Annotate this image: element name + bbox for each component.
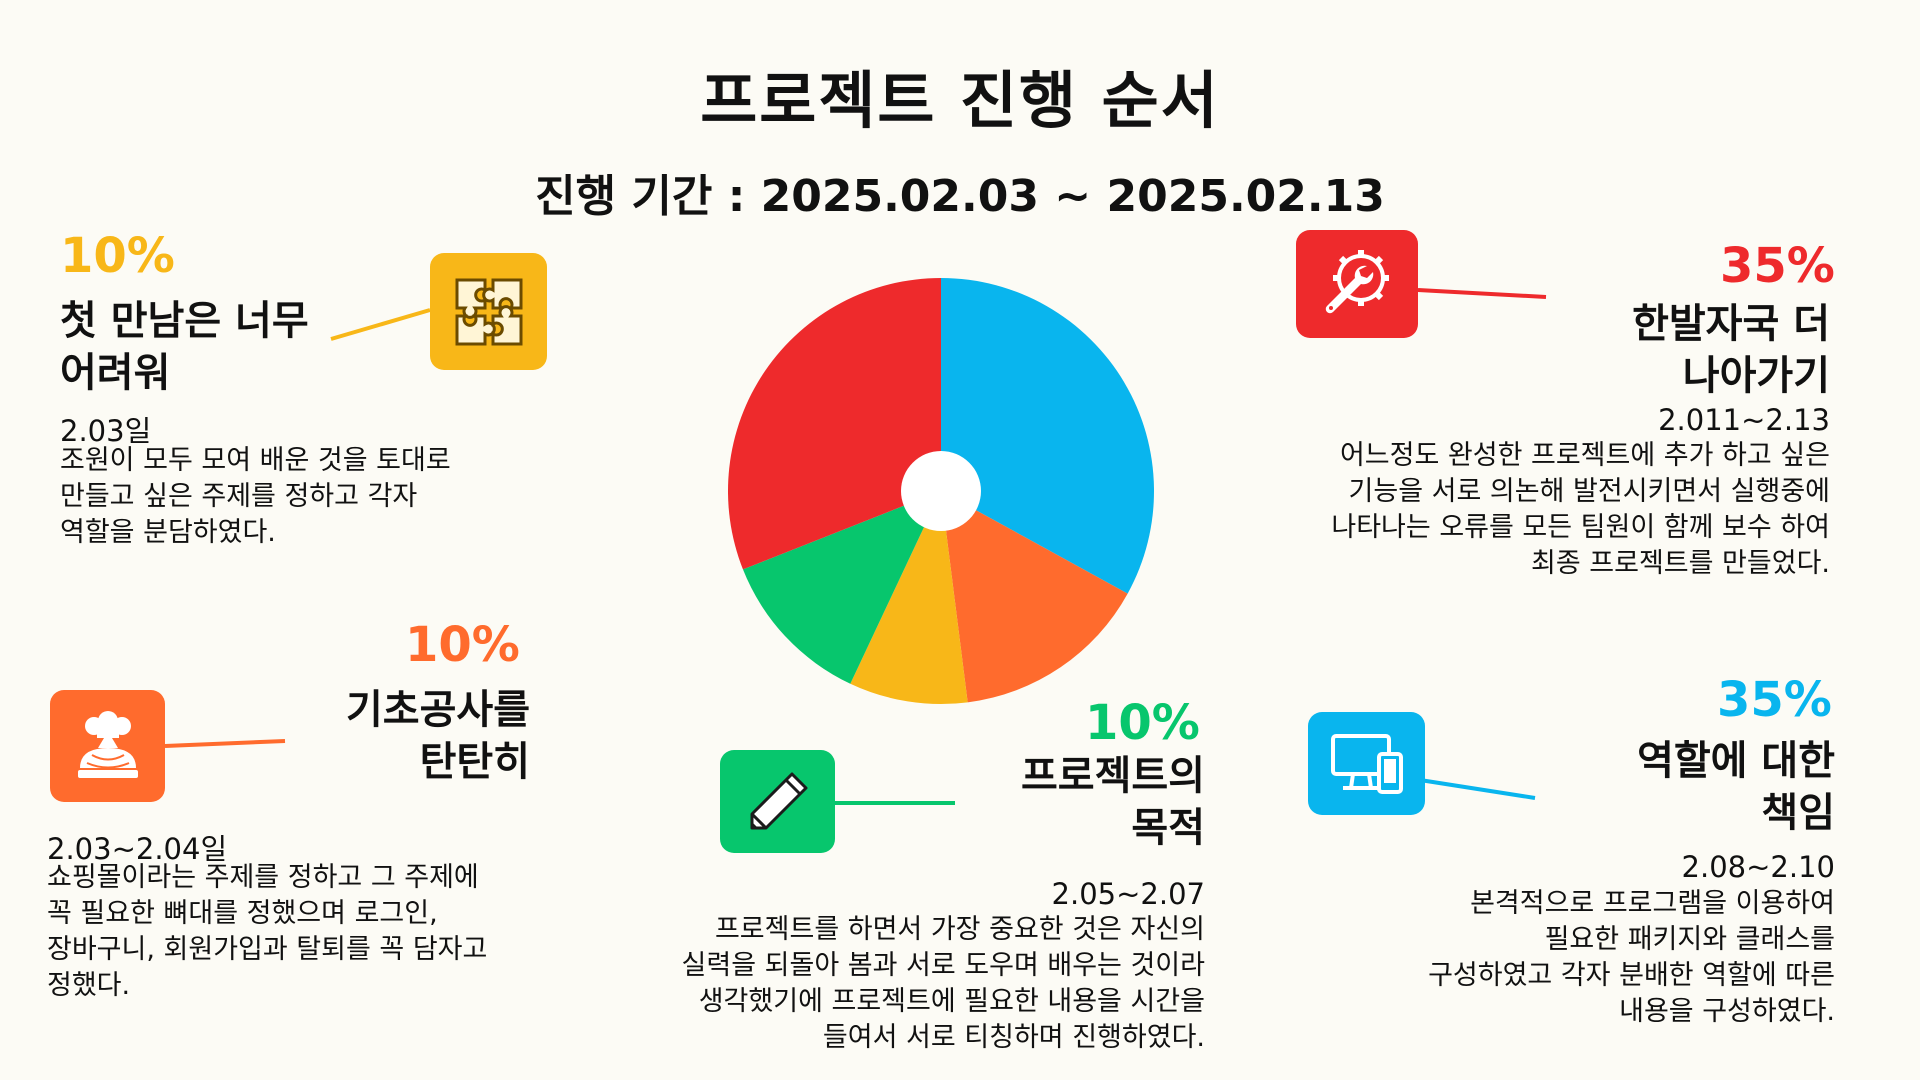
stage2-heading: 기초공사를 탄탄히 [346,687,530,785]
stage4-icon-box [1308,712,1425,815]
pie-slice-1 [941,278,1154,594]
stage4-date: 2.08~2.10 [1681,850,1835,884]
pie-center-hole [901,451,981,531]
devices-icon [1330,733,1403,794]
chef-hat-icon [77,711,138,778]
stage2-icon-box [50,690,165,802]
stage5-icon-box [1296,230,1418,338]
connector-s5 [1417,288,1547,299]
project-period: 진행 기간 : 2025.02.03 ~ 2025.02.13 [535,171,1385,222]
stage2-date: 2.03~2.04일 [47,832,228,866]
stage1-percent: 10% [60,228,175,284]
pie-slice-4 [742,491,941,684]
connector-s1 [330,308,431,341]
stage5-heading: 한발자국 더 나아가기 [1632,301,1830,399]
stage2-percent: 10% [405,617,520,673]
connector-s4 [1419,778,1536,800]
pencil-icon [750,772,807,829]
stage1-date: 2.03일 [60,414,152,448]
progress-pie-chart [728,278,1154,704]
stage1-description: 조원이 모두 모여 배운 것을 토대로 만들고 싶은 주제를 정하고 각자 역할… [60,445,451,548]
stage4-description: 본격적으로 프로그램을 이용하여 필요한 패키지와 클래스를 구성하였고 각자 … [1428,888,1835,1027]
pie-slice-2 [941,491,1128,703]
wrench-gear-icon [1325,250,1389,314]
stage3-icon-box [720,750,835,853]
stage5-date: 2.011~2.13 [1658,403,1830,437]
page-title: 프로젝트 진행 순서 [700,64,1220,137]
pie-slice-3 [850,491,968,704]
stage3-date: 2.05~2.07 [1051,877,1205,911]
stage3-heading: 프로젝트의 목적 [1021,753,1205,851]
stage5-description: 어느정도 완성한 프로젝트에 추가 하고 싶은 기능을 서로 의논해 발전시키면… [1331,440,1830,579]
stage2-description: 쇼핑몰이라는 주제를 정하고 그 주제에 꼭 필요한 뼈대를 정했으며 로그인,… [47,862,488,1001]
stage4-percent: 35% [1717,672,1832,728]
stage5-percent: 35% [1720,238,1835,294]
connector-s2 [164,739,286,748]
stage3-description: 프로젝트를 하면서 가장 중요한 것은 자신의 실력을 되돌아 봄과 서로 도우… [681,914,1205,1053]
stage1-heading: 첫 만남은 너무 어려워 [60,298,309,396]
stage3-percent: 10% [1085,695,1200,751]
stage1-icon-box [430,253,547,370]
puzzle-icon [455,278,522,345]
pie-slice-5 [728,278,941,570]
stage4-heading: 역할에 대한 책임 [1637,738,1835,836]
